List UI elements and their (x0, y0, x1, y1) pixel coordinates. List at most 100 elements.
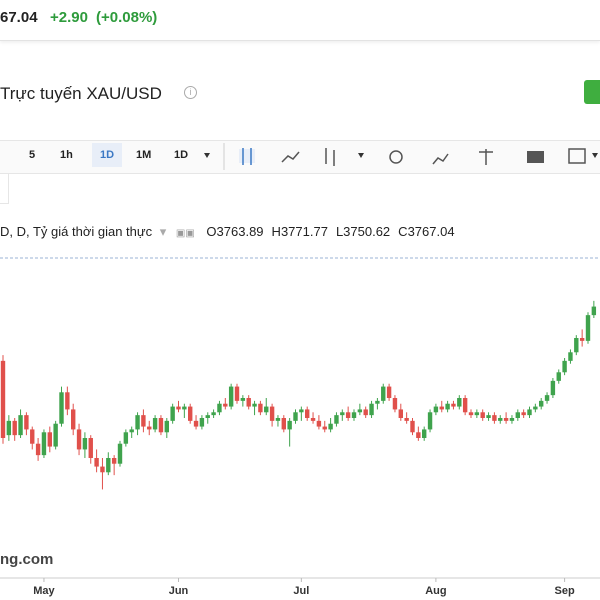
interval-button[interactable]: 1M (136, 149, 152, 161)
candle-body (486, 415, 491, 418)
legend-icons: ▣▣ (175, 228, 195, 239)
interval-button[interactable]: 1h (60, 149, 73, 161)
candle-body (129, 429, 134, 433)
candle-body (158, 418, 164, 433)
change-pct: (+0.08%) (96, 9, 158, 26)
ohlc-label: C (398, 224, 408, 239)
side-panel (0, 173, 9, 204)
candle-body (111, 458, 117, 464)
candle-body (591, 306, 597, 316)
candle-body (59, 392, 64, 424)
candle-body (30, 429, 35, 444)
candle-body (141, 415, 146, 427)
candle-body (217, 403, 222, 413)
candle-body (0, 360, 6, 438)
candle-body (574, 338, 579, 353)
candle-body (468, 412, 474, 416)
candle-body (47, 432, 52, 447)
candle-body (211, 412, 216, 416)
candle-body (381, 386, 386, 401)
candle-body (363, 409, 368, 416)
candle-body (539, 400, 544, 407)
change: +2.90 (50, 9, 88, 26)
candle-body (410, 420, 415, 433)
candle-body (293, 412, 298, 421)
caret: ▾ (159, 224, 167, 239)
candle-body (164, 420, 169, 433)
toolbar-icons (204, 143, 598, 170)
candle-body (334, 415, 339, 424)
candle-body (88, 438, 93, 458)
price-bar: 67.04 +2.90 (+0.08%) (0, 0, 600, 41)
candle-body (275, 418, 281, 421)
candle-body (264, 406, 269, 413)
ohlc-item: L3750.62 (336, 224, 390, 239)
candle-body (345, 412, 351, 418)
candle-body (369, 403, 374, 416)
candle-body (422, 429, 427, 438)
ohlc-label: H (271, 224, 281, 239)
candle-body (585, 315, 591, 341)
ohlc-value: 3763.89 (216, 224, 264, 239)
candle-body (41, 432, 47, 456)
interval-button[interactable]: 1D (174, 149, 189, 161)
candle-body (398, 409, 403, 418)
candle-body (544, 395, 550, 401)
candle-body (135, 415, 140, 430)
candle-body (316, 420, 322, 427)
x-tick-label: Jun (169, 585, 189, 597)
candle-body (568, 352, 573, 361)
ohlc: O3763.89 H3771.77 L3750.62 C3767.04 (198, 224, 454, 239)
candle-body (515, 412, 520, 418)
candle-body (147, 426, 152, 430)
candle-body (433, 406, 439, 413)
x-tick-label: May (33, 585, 55, 597)
ohlc-label: O (206, 224, 217, 239)
interval-button[interactable]: 5 (29, 149, 36, 161)
info-icon[interactable]: i (184, 86, 197, 99)
candle-body (550, 380, 556, 396)
ohlc-label: L (335, 224, 344, 239)
x-tick-label: Jul (293, 585, 309, 597)
candle-body (351, 412, 357, 418)
candle-body (562, 360, 567, 373)
candle-body (234, 386, 240, 401)
toolbar: 5 1h 1D 1M 1D (0, 140, 600, 174)
ohlc-value: 3771.77 (280, 224, 328, 239)
candle-body (228, 386, 234, 407)
ohlc-item: H3771.77 (272, 224, 328, 239)
candle-body (556, 372, 561, 381)
candle-body (106, 458, 111, 473)
candle-body (392, 398, 398, 410)
candle-body (258, 403, 263, 413)
candle-body (474, 412, 480, 416)
candle-body (305, 409, 310, 418)
candle-body (6, 420, 12, 436)
candle-body (462, 398, 468, 413)
candle-body (170, 406, 175, 421)
candle-body (82, 438, 88, 450)
candle-body (100, 466, 105, 473)
candle-body (24, 415, 29, 430)
candle-body (375, 400, 380, 404)
candle-body (94, 458, 99, 467)
candle-body (322, 426, 327, 430)
candle-body (340, 412, 345, 416)
candle-body (503, 418, 509, 421)
candle-body (176, 406, 181, 410)
candle-body (152, 418, 158, 430)
candle-body (269, 406, 275, 421)
interval-button[interactable]: 1D (92, 143, 123, 167)
candle-body (35, 443, 41, 456)
watermark: ng.com (0, 551, 53, 568)
candle-body (579, 338, 585, 341)
candle-body (457, 398, 462, 407)
candle-body (53, 423, 58, 447)
candle-body (71, 409, 76, 430)
green-button[interactable] (584, 80, 600, 104)
candle-body (188, 406, 193, 421)
candle-body (521, 412, 526, 416)
ohlc-item: O3763.89 (206, 224, 263, 239)
